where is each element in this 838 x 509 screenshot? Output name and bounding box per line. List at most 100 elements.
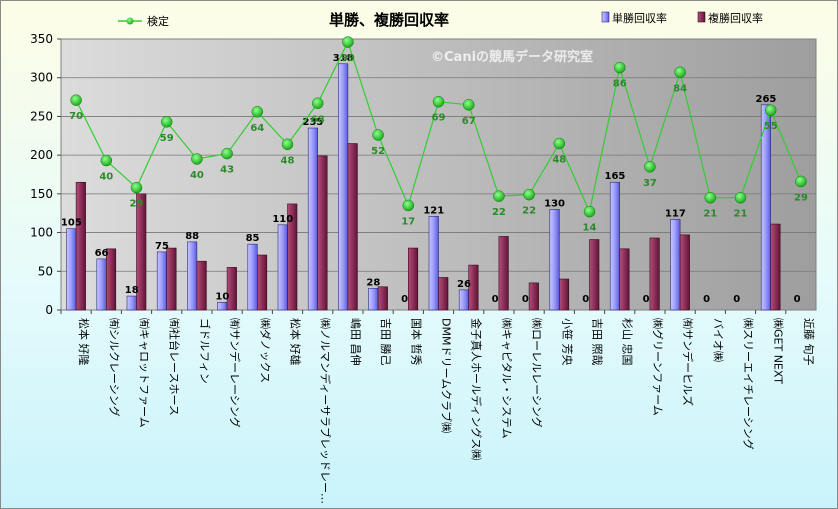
- bar-win-return: [277, 224, 288, 311]
- test-point-label: 86: [613, 79, 627, 90]
- bar-value-label: 110: [272, 214, 293, 225]
- y-tick-label: 0: [45, 303, 53, 317]
- test-point-label: 48: [552, 155, 566, 166]
- bar-place-return: [770, 223, 781, 311]
- legend-label-line: 検定: [147, 14, 169, 28]
- test-point-label: 22: [522, 206, 536, 217]
- bar-value-label: 0: [794, 294, 801, 305]
- x-axis: 松本 好隆 ㈲シルクレーシング ㈲キャロットファーム ㈲社台レースホース ゴドルフィン ㈲…: [60, 310, 815, 504]
- bar-place-return: [679, 234, 690, 311]
- legend: 検定 単勝回収率 複勝回収率: [118, 11, 763, 28]
- bar-value-label: 0: [401, 294, 408, 305]
- legend-label-maroon: 複勝回収率: [708, 11, 763, 25]
- bar-value-label: 26: [457, 279, 471, 290]
- test-point-label: 14: [583, 223, 597, 234]
- test-point-label: 70: [69, 111, 83, 122]
- bar-place-return: [407, 247, 419, 311]
- test-point: [402, 199, 415, 212]
- bar-place-return: [619, 248, 630, 311]
- test-point-label: 68: [311, 114, 325, 125]
- x-category-label: ㈲社台レースホース: [168, 318, 182, 416]
- test-point: [523, 188, 535, 201]
- x-category-label: ゴドルフィン: [198, 318, 212, 384]
- test-point: [311, 97, 324, 110]
- bar-value-label: 0: [582, 294, 589, 305]
- test-point: [553, 137, 566, 150]
- y-axis: 0 50 100 150 200 250 300 350: [30, 32, 61, 317]
- bar-win-return: [338, 63, 349, 311]
- test-point: [704, 191, 717, 204]
- bar-place-return: [589, 239, 600, 311]
- bar-value-label: 10: [215, 291, 229, 302]
- bar-value-label: 318: [333, 53, 354, 64]
- bar-value-label: 28: [366, 277, 380, 288]
- test-point-label: 48: [281, 155, 295, 166]
- bar-value-label: 117: [665, 208, 686, 219]
- test-point-label: 99: [341, 53, 355, 64]
- test-point: [221, 147, 233, 160]
- test-point: [342, 36, 354, 48]
- bar-place-return: [317, 155, 328, 311]
- x-category-label: 金子真人ホールディングス㈱: [470, 318, 484, 460]
- y-tick-label: 350: [30, 32, 53, 46]
- test-point: [130, 181, 143, 194]
- x-category-label: ㈲サンデーレーシング: [228, 318, 242, 428]
- x-category-label: ㈱ノルマンディーサラブレッドレー…: [319, 318, 333, 504]
- x-category-label: 国本 哲秀: [409, 318, 423, 366]
- bar-place-return: [75, 181, 86, 311]
- x-category-label: ㈱ローレルレーシング: [530, 318, 544, 428]
- x-category-label: ㈱キャピタル・システム: [500, 318, 513, 439]
- test-point: [100, 154, 113, 167]
- x-category-label: DMMドリームクラブ㈱: [440, 318, 454, 433]
- bar-win-return: [247, 243, 258, 311]
- test-point: [644, 161, 656, 173]
- test-point-label: 84: [673, 83, 687, 94]
- bar-value-label: 18: [125, 285, 139, 296]
- x-category-label: 近藤 旬子: [802, 318, 815, 366]
- bar-value-label: 0: [733, 294, 740, 305]
- bar-value-label: 85: [246, 233, 260, 244]
- test-point: [191, 153, 203, 165]
- test-point-label: 17: [401, 216, 415, 227]
- bar-value-label: 235: [303, 117, 324, 128]
- y-tick-label: 50: [38, 264, 53, 278]
- test-point-label: 40: [99, 172, 113, 183]
- test-point: [160, 116, 173, 128]
- bar-place-return: [256, 254, 268, 311]
- test-point: [462, 99, 475, 111]
- test-point: [613, 61, 626, 74]
- legend-dot-swatch: [126, 17, 134, 25]
- x-category-label: ㈲キャロットファーム: [138, 318, 151, 428]
- bar-win-return: [458, 289, 470, 311]
- bar-value-label: 66: [95, 248, 109, 259]
- bar-value-label: 121: [423, 205, 444, 216]
- bar-win-return: [307, 127, 319, 311]
- bar-value-label: 0: [522, 294, 529, 305]
- y-tick-label: 150: [30, 187, 53, 201]
- x-category-label: 嶋田 昌伸: [349, 318, 363, 366]
- bar-win-return: [428, 216, 439, 311]
- x-category-label: ㈲シルクレーシング: [107, 318, 121, 417]
- test-line: 70 40 29 59 40 43 64 48 68 99 52 17 69 67 22 22 48 14 86 37…: [69, 36, 808, 234]
- test-point-label: 69: [432, 113, 446, 124]
- bar-place-return: [166, 247, 177, 311]
- bar-value-label: 75: [155, 241, 169, 252]
- test-point-label: 43: [220, 165, 234, 176]
- bar-win-return: [670, 219, 681, 311]
- test-point-label: 21: [703, 209, 717, 220]
- bar-win-return: [549, 209, 560, 311]
- test-point-label: 55: [764, 121, 778, 132]
- y-tick-label: 200: [30, 148, 53, 162]
- bar-place-return: [287, 203, 298, 311]
- bar-place-return: [347, 143, 358, 311]
- bar-value-label: 130: [544, 198, 565, 209]
- bar-win-return: [187, 241, 198, 311]
- bar-labels: 105 66 18 75 88 10 85 110 235 318 28 0 121 26 0 0 130 0 16…: [61, 53, 801, 305]
- test-point: [281, 138, 294, 151]
- bar-place-return: [136, 193, 147, 311]
- test-point: [70, 94, 82, 106]
- legend-swatch-maroon: [697, 11, 706, 23]
- x-category-label: ㈲サンデーヒルズ: [681, 318, 695, 406]
- test-point-label: 52: [371, 146, 385, 157]
- bar-place-return: [649, 237, 660, 311]
